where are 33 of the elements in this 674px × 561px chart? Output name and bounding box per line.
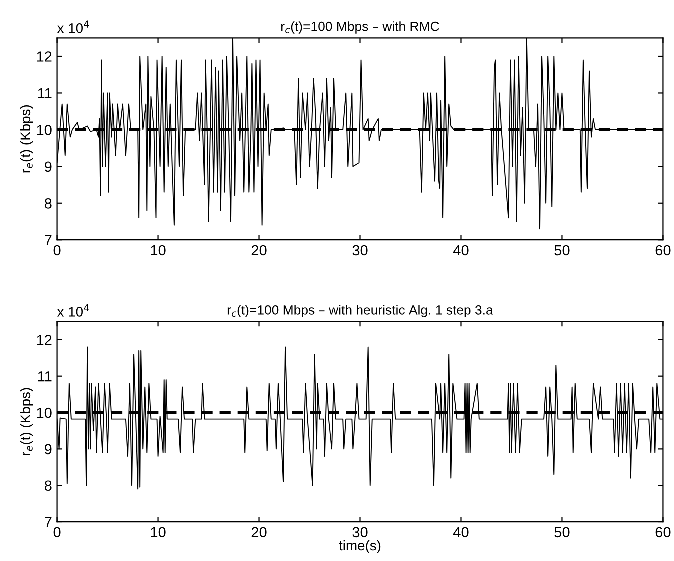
x-tick-label: 50: [554, 527, 570, 538]
y-tick-label: 12: [37, 335, 52, 346]
text: x 10$^{4}$: [57, 20, 90, 34]
y-tick-label: 12: [37, 52, 52, 62]
y-tick-label: 10: [37, 408, 52, 418]
x-tick-label: 40: [453, 527, 469, 538]
x-tick-label: 50: [554, 245, 570, 256]
y-tick-label: 11: [38, 88, 52, 99]
y-tick-label: 7: [45, 517, 52, 528]
x-tick-label: 0: [54, 527, 61, 538]
x-tick-label: 60: [656, 245, 671, 256]
y-tick-label: 8: [44, 480, 52, 492]
x-tick-label: 0: [54, 245, 61, 256]
x-tick-label: 10: [151, 527, 166, 538]
x-tick-label: 40: [453, 245, 469, 256]
y-tick-label: 11: [38, 372, 52, 382]
x-tick-label: 20: [252, 245, 267, 256]
text: x 10$^{4}$: [57, 304, 90, 317]
y-tick-label: 9: [45, 444, 52, 455]
y-tick-label: 7: [45, 235, 52, 246]
chart-title: r$_{c}$(t)=100 Mbps – with RMC: [282, 22, 440, 34]
x-tick-label: 30: [352, 527, 368, 538]
x-tick-label: 30: [352, 245, 368, 256]
x-tick-label: 60: [656, 527, 671, 538]
y-tick-label: 9: [45, 162, 52, 172]
x-axis-title: time(s): [339, 540, 381, 554]
y-axis-title: r$_{e}$(t) (Kbps): [20, 388, 34, 456]
chart-title: r$_{c}$(t)=100 Mbps – with heuristic Alg. 1 step 3.a: [228, 305, 494, 318]
y-tick-label: 8: [44, 198, 52, 209]
x-tick-label: 10: [151, 245, 166, 256]
x-tick-label: 20: [252, 527, 267, 538]
y-tick-label: 10: [37, 125, 52, 136]
y-axis-title: r$_{e}$(t) (Kbps): [20, 106, 34, 173]
